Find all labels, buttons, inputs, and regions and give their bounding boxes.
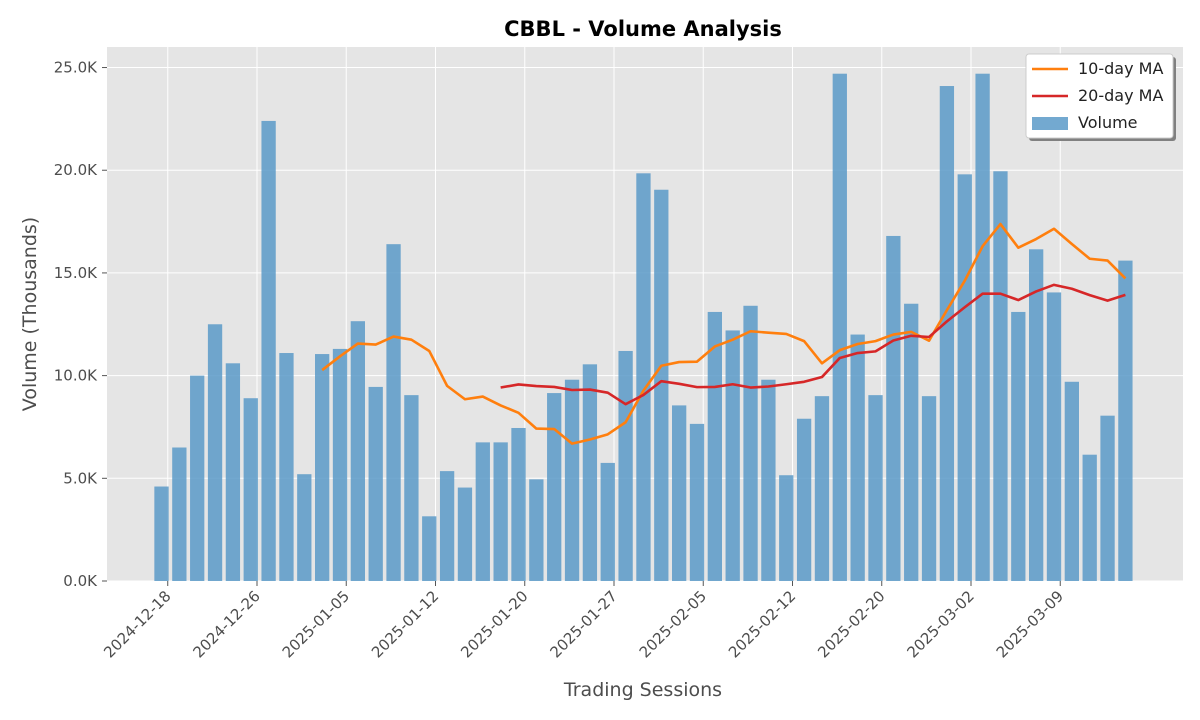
volume-bar: [172, 447, 187, 581]
y-tick-label: 10.0K: [54, 367, 98, 385]
volume-bar: [1118, 260, 1133, 581]
volume-bar: [743, 305, 758, 581]
volume-bar: [475, 442, 490, 581]
volume-bar: [1082, 454, 1097, 581]
volume-bar: [1100, 415, 1115, 581]
y-tick-label: 5.0K: [63, 469, 98, 487]
volume-bar: [618, 350, 633, 581]
volume-bar: [154, 486, 169, 581]
volume-bar: [439, 471, 455, 581]
volume-bar: [993, 171, 1008, 581]
volume-bar: [975, 73, 990, 581]
volume-bar: [600, 462, 615, 581]
volume-bar: [315, 354, 330, 581]
volume-bar: [493, 442, 508, 581]
y-tick-label: 15.0K: [54, 264, 98, 282]
volume-bar: [564, 379, 580, 581]
y-tick-label: 20.0K: [54, 161, 98, 179]
y-axis-title: Volume (Thousands): [19, 217, 41, 411]
volume-bar: [422, 516, 437, 581]
volume-bar: [904, 303, 919, 581]
legend-label: Volume: [1078, 113, 1138, 132]
10-day-ma-line: [321, 222, 1127, 445]
volume-bar: [672, 405, 687, 581]
volume-bar: [261, 120, 276, 581]
x-tick-label: 2025-02-20: [814, 587, 888, 661]
volume-bar: [832, 73, 847, 581]
volume-bar: [582, 364, 598, 581]
volume-bar: [1046, 292, 1062, 581]
chart-title: CBBL - Volume Analysis: [504, 17, 782, 41]
volume-bar: [868, 395, 883, 581]
chart-legend: 10-day MA 20-day MA Volume: [1025, 53, 1176, 141]
x-tick-label: 2025-01-27: [546, 587, 620, 661]
volume-bar: [921, 396, 937, 581]
legend-label: 10-day MA: [1078, 59, 1163, 78]
volume-bar: [207, 324, 223, 581]
volume-bar: [1011, 311, 1026, 581]
x-axis-title: Trading Sessions: [563, 679, 722, 701]
volume-bar: [636, 173, 651, 582]
legend-label: 20-day MA: [1078, 86, 1163, 105]
20-day-ma-line: [500, 283, 1126, 406]
volume-bar: [404, 395, 419, 581]
x-tick-label: 2025-03-09: [993, 587, 1067, 661]
x-tick-label: 2025-01-20: [457, 587, 531, 661]
volume-bar: [1029, 249, 1044, 582]
y-axis: 0.0K 5.0K 10.0K 15.0K 20.0K 25.0K: [54, 59, 107, 590]
x-tick-label: 2025-01-05: [279, 587, 353, 661]
y-tick-label: 0.0K: [63, 572, 98, 590]
volume-bar: [332, 348, 348, 581]
volume-bar: [350, 321, 365, 581]
volume-bar: [243, 398, 258, 581]
volume-bar: [457, 487, 473, 581]
volume-bar: [796, 418, 812, 581]
x-tick-label: 2025-03-02: [903, 587, 977, 661]
moving-average-lines: [321, 222, 1127, 445]
x-tick-label: 2025-02-12: [725, 587, 799, 661]
x-tick-label: 2024-12-18: [100, 587, 174, 661]
volume-bar: [707, 311, 722, 581]
volume-bar: [814, 396, 830, 581]
volume-bar: [190, 375, 205, 581]
volume-bar: [511, 427, 526, 581]
volume-bar: [779, 475, 794, 581]
x-tick-label: 2025-02-05: [636, 587, 710, 661]
volume-bar: [886, 235, 901, 581]
volume-bar: [850, 334, 865, 581]
y-tick-label: 25.0K: [54, 59, 98, 77]
volume-bar: [689, 423, 705, 581]
volume-bar: [1064, 381, 1079, 581]
volume-bar: [547, 393, 562, 581]
volume-bars: [154, 73, 1133, 582]
volume-bar: [939, 86, 955, 582]
volume-bar: [368, 386, 383, 581]
volume-bar: [279, 353, 294, 581]
volume-bar: [725, 330, 740, 581]
volume-bar: [225, 363, 241, 581]
volume-bar: [297, 474, 312, 581]
x-tick-label: 2024-12-26: [189, 587, 263, 661]
volume-bar: [957, 174, 972, 582]
volume-bar: [529, 479, 544, 581]
x-axis: 2024-12-18 2024-12-26 2025-01-05 2025-01-12…: [100, 581, 1067, 661]
x-tick-label: 2025-01-12: [368, 587, 442, 661]
volume-bar: [761, 379, 776, 581]
volume-bar: [654, 189, 669, 581]
volume-bar: [386, 244, 401, 581]
legend-swatch: [1032, 117, 1068, 130]
